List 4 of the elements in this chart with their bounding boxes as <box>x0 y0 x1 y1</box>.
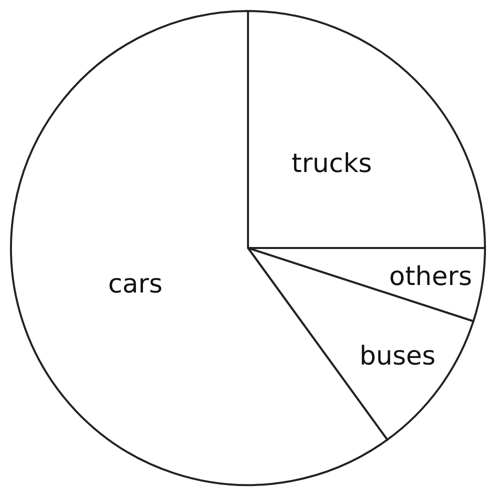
slice-label: buses <box>360 342 436 372</box>
slice-label: others <box>389 262 472 292</box>
slice-label: trucks <box>292 149 372 180</box>
slice-label: cars <box>108 270 163 300</box>
